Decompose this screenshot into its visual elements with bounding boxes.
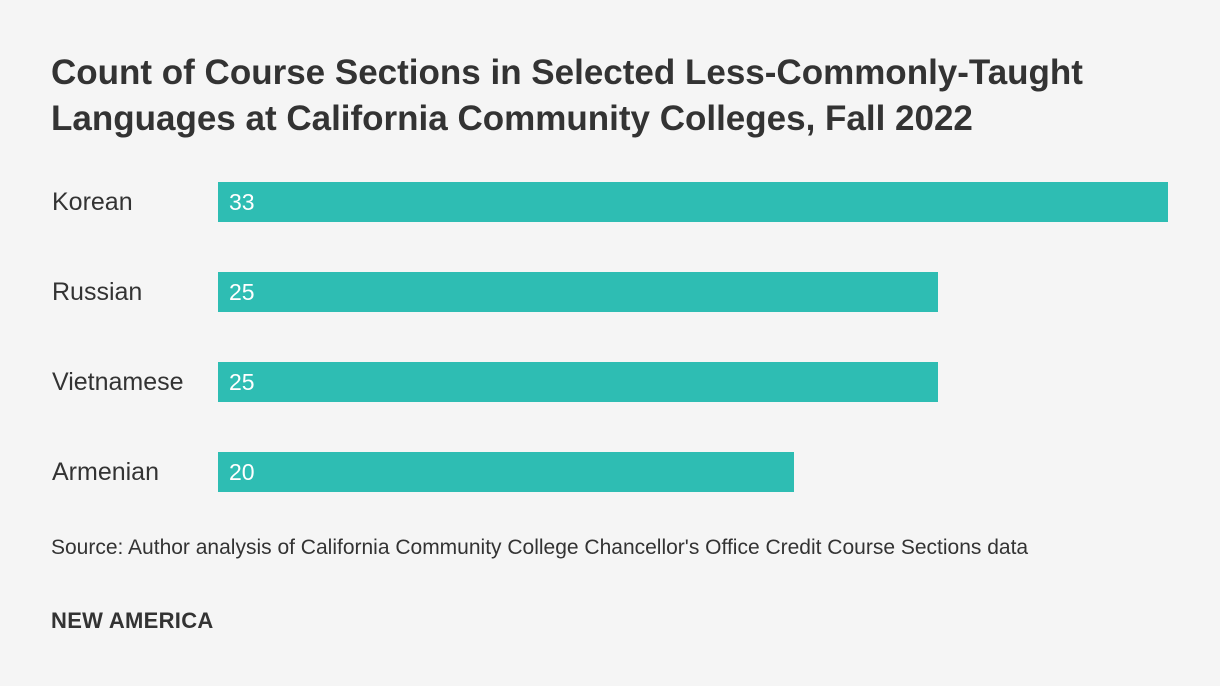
data-label-vietnamese: 25 — [229, 369, 255, 395]
category-label-armenian: Armenian — [52, 458, 159, 486]
chart-title: Count of Course Sections in Selected Les… — [51, 53, 1083, 138]
bar-armenian — [218, 452, 794, 492]
data-label-russian: 25 — [229, 279, 255, 305]
data-label-armenian: 20 — [229, 459, 255, 485]
bar-vietnamese — [218, 362, 938, 402]
category-label-russian: Russian — [52, 278, 142, 306]
category-label-korean: Korean — [52, 188, 133, 216]
data-label-korean: 33 — [229, 189, 255, 215]
source-note: Source: Author analysis of California Co… — [51, 536, 1029, 559]
bar-russian — [218, 272, 938, 312]
brand-logo-text: NEW AMERICA — [51, 608, 214, 633]
category-label-vietnamese: Vietnamese — [52, 368, 184, 396]
bar-korean — [218, 182, 1168, 222]
